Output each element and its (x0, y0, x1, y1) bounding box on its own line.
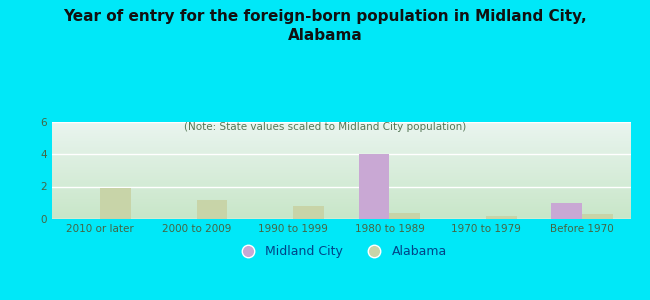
Bar (486, 216, 517, 219)
Bar (196, 200, 227, 219)
Bar (359, 154, 389, 219)
Text: Year of entry for the foreign-born population in Midland City,
Alabama: Year of entry for the foreign-born popul… (63, 9, 587, 43)
Legend: Midland City, Alabama: Midland City, Alabama (230, 241, 452, 263)
Bar (100, 188, 131, 219)
Bar (582, 214, 613, 219)
Bar (551, 203, 582, 219)
Bar (293, 206, 324, 219)
Text: (Note: State values scaled to Midland City population): (Note: State values scaled to Midland Ci… (184, 122, 466, 131)
Bar (389, 212, 421, 219)
